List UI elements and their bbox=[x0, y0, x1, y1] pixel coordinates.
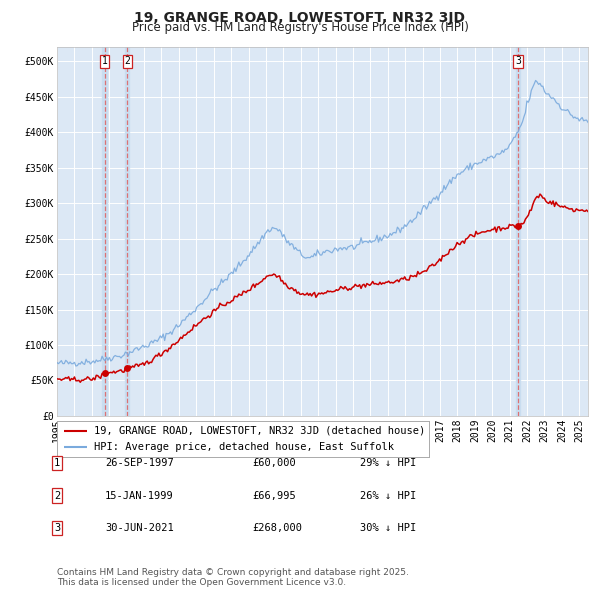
Text: 30-JUN-2021: 30-JUN-2021 bbox=[105, 523, 174, 533]
Text: 19, GRANGE ROAD, LOWESTOFT, NR32 3JD: 19, GRANGE ROAD, LOWESTOFT, NR32 3JD bbox=[134, 11, 466, 25]
Bar bbox=[103, 47, 107, 416]
Text: 15-JAN-1999: 15-JAN-1999 bbox=[105, 491, 174, 500]
Text: Contains HM Land Registry data © Crown copyright and database right 2025.
This d: Contains HM Land Registry data © Crown c… bbox=[57, 568, 409, 587]
Text: HPI: Average price, detached house, East Suffolk: HPI: Average price, detached house, East… bbox=[94, 442, 394, 453]
Bar bbox=[125, 47, 130, 416]
Text: £268,000: £268,000 bbox=[252, 523, 302, 533]
Text: 1: 1 bbox=[54, 458, 60, 468]
Text: 30% ↓ HPI: 30% ↓ HPI bbox=[360, 523, 416, 533]
Text: 26-SEP-1997: 26-SEP-1997 bbox=[105, 458, 174, 468]
Text: 2: 2 bbox=[54, 491, 60, 500]
Bar bbox=[516, 47, 520, 416]
Text: 2: 2 bbox=[124, 57, 130, 67]
Text: 3: 3 bbox=[515, 57, 521, 67]
Text: £60,000: £60,000 bbox=[252, 458, 296, 468]
Text: Price paid vs. HM Land Registry's House Price Index (HPI): Price paid vs. HM Land Registry's House … bbox=[131, 21, 469, 34]
Text: £66,995: £66,995 bbox=[252, 491, 296, 500]
Text: 26% ↓ HPI: 26% ↓ HPI bbox=[360, 491, 416, 500]
Text: 29% ↓ HPI: 29% ↓ HPI bbox=[360, 458, 416, 468]
Text: 3: 3 bbox=[54, 523, 60, 533]
Text: 1: 1 bbox=[101, 57, 107, 67]
Text: 19, GRANGE ROAD, LOWESTOFT, NR32 3JD (detached house): 19, GRANGE ROAD, LOWESTOFT, NR32 3JD (de… bbox=[94, 425, 425, 435]
